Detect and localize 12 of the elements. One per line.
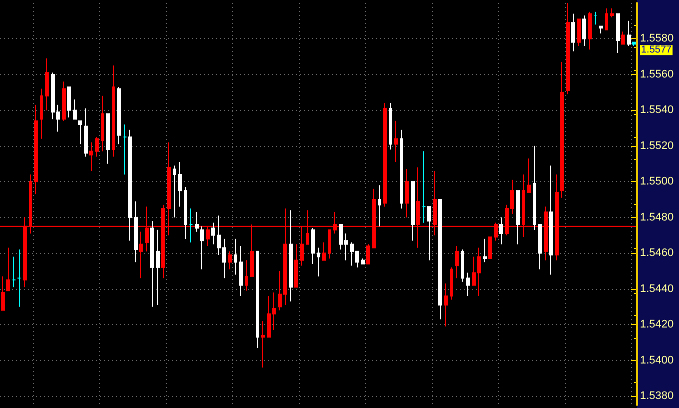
y-tick-label: 1.5520 — [640, 140, 674, 152]
y-tick-label: 1.5420 — [640, 318, 674, 331]
y-tick-label: 1.5440 — [640, 282, 674, 295]
y-tick-label: 1.5500 — [640, 176, 674, 188]
y-tick-label: 1.5580 — [640, 32, 674, 45]
y-tick-label: 1.5540 — [640, 104, 674, 116]
y-tick-label: 1.5400 — [640, 354, 674, 366]
y-tick-label: 1.5460 — [640, 247, 674, 260]
y-tick-label: 1.5560 — [640, 68, 674, 80]
y-tick-label: 1.5480 — [640, 211, 674, 224]
y-tick-label: 1.5380 — [640, 390, 674, 402]
text: 1.5577 — [641, 44, 672, 56]
